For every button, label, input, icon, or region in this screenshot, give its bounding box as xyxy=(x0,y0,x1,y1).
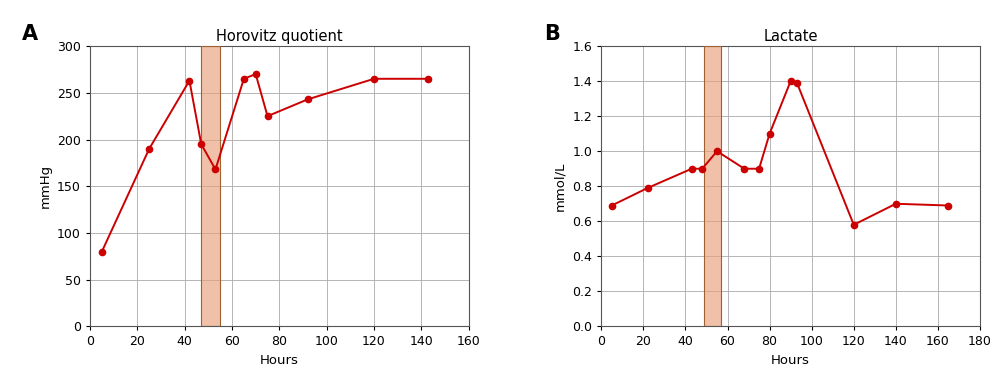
Text: B: B xyxy=(544,24,560,44)
Bar xyxy=(704,46,721,326)
Title: Lactate: Lactate xyxy=(763,28,818,43)
Title: Horovitz quotient: Horovitz quotient xyxy=(216,28,343,43)
Bar xyxy=(201,46,220,326)
Y-axis label: mmHg: mmHg xyxy=(39,164,52,208)
X-axis label: Hours: Hours xyxy=(260,354,299,367)
Bar xyxy=(704,46,721,326)
Text: A: A xyxy=(22,24,38,44)
X-axis label: Hours: Hours xyxy=(771,354,810,367)
Bar xyxy=(201,46,220,326)
Y-axis label: mmol/L: mmol/L xyxy=(554,162,567,211)
